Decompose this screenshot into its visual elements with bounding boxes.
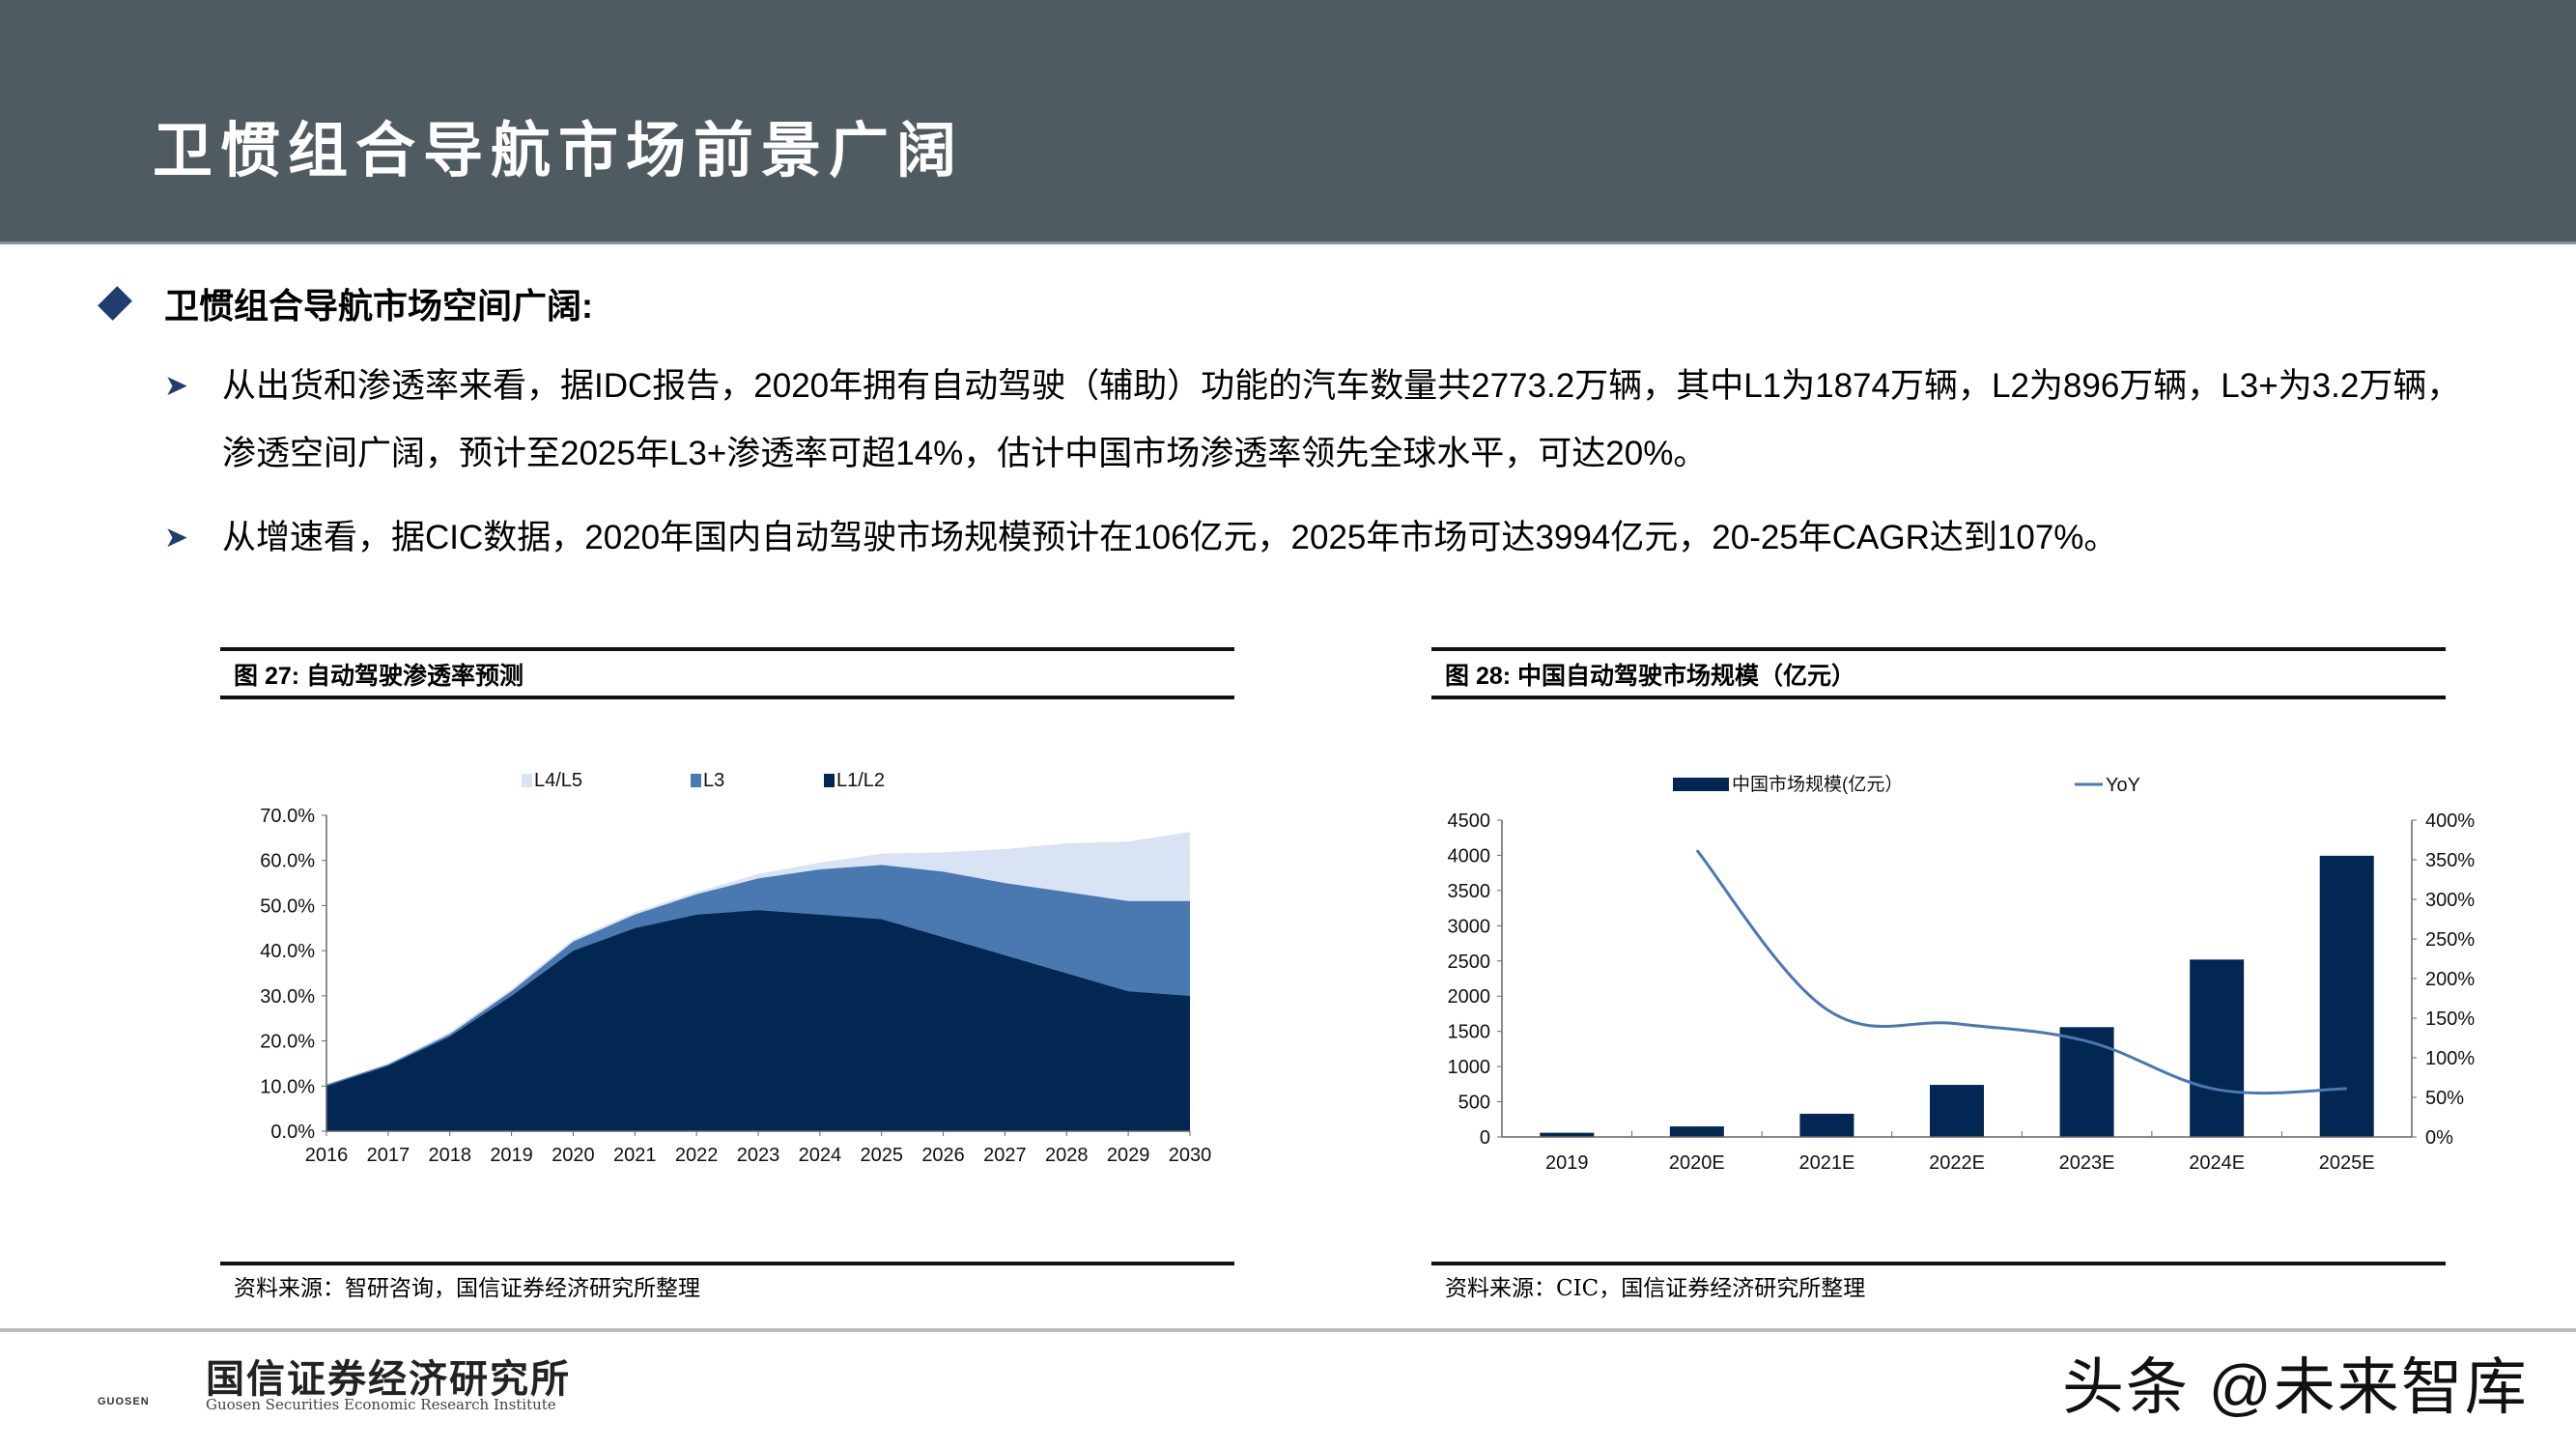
bar-2019 <box>1540 1132 1595 1137</box>
svg-text:0%: 0% <box>2425 1127 2453 1149</box>
svg-text:2018: 2018 <box>428 1145 471 1166</box>
bar-2024E <box>2190 959 2245 1137</box>
svg-text:10.0%: 10.0% <box>260 1076 315 1097</box>
svg-text:2025E: 2025E <box>2319 1152 2375 1174</box>
svg-text:60.0%: 60.0% <box>260 851 315 872</box>
guosen-logo: GUOSEN 国信证券经济研究所 Guosen Securities Econo… <box>92 1348 633 1425</box>
svg-text:3500: 3500 <box>1448 881 1491 902</box>
svg-text:0: 0 <box>1480 1127 1490 1149</box>
legend-item: L3 <box>691 770 724 791</box>
svg-text:2021: 2021 <box>613 1145 657 1166</box>
figure-28-source: 资料来源：CIC，国信证券经济研究所整理 <box>1431 1262 2446 1304</box>
svg-text:2029: 2029 <box>1107 1145 1150 1166</box>
area-l3 <box>326 865 1190 1087</box>
svg-text:2025: 2025 <box>860 1145 903 1166</box>
area-chart-svg: L4/L5 L3 L1/L2 0.0% 10.0% 20.0% 30.0% 40.0% 50.0… <box>260 770 1212 1166</box>
svg-text:4000: 4000 <box>1448 845 1491 867</box>
slide-header: 卫惯组合导航市场前景广阔 <box>0 0 2576 244</box>
svg-text:300%: 300% <box>2425 890 2475 911</box>
svg-text:2016: 2016 <box>305 1145 349 1166</box>
svg-text:2023E: 2023E <box>2059 1152 2115 1174</box>
penetration-area-chart: L4/L5 L3 L1/L2 0.0% 10.0% 20.0% 30.0% 40.0% 50.0… <box>220 753 1263 1179</box>
paragraph-text: 从增速看，据CIC数据，2020年国内自动驾驶市场规模预计在106亿元，2025… <box>222 519 2118 556</box>
logo-mark: GUOSEN <box>98 1396 150 1407</box>
svg-text:40.0%: 40.0% <box>260 941 315 962</box>
bar-2022E <box>1930 1085 1984 1137</box>
paragraph-1: ➤ 从出货和渗透率来看，据IDC报告，2020年拥有自动驾驶（辅助）功能的汽车数… <box>164 353 2463 488</box>
svg-text:70.0%: 70.0% <box>260 806 315 827</box>
figure-27-title-bar: 图 27: 自动驾驶渗透率预测 <box>220 647 1234 699</box>
area-l4-l5 <box>326 832 1190 1085</box>
section-heading: 卫惯组合导航市场空间广阔: <box>98 278 593 328</box>
paragraph-text: 从出货和渗透率来看，据IDC报告，2020年拥有自动驾驶（辅助）功能的汽车数量共… <box>222 367 2461 472</box>
figure-28-title: 图 28: 中国自动驾驶市场规模（亿元） <box>1445 663 1856 690</box>
arrow-bullet-icon: ➤ <box>164 370 189 402</box>
svg-text:2021E: 2021E <box>1799 1152 1855 1174</box>
svg-text:2027: 2027 <box>983 1145 1027 1166</box>
svg-text:500: 500 <box>1458 1093 1490 1114</box>
market-size-bar-line-chart: 中国市场规模(亿元） YoY 0 500 1000 1500 2000 2500 3000 350… <box>1420 753 2502 1179</box>
bar-2021E <box>1799 1113 1854 1137</box>
svg-text:150%: 150% <box>2425 1009 2475 1030</box>
svg-text:1000: 1000 <box>1448 1057 1491 1078</box>
legend-item-yoy: YoY <box>2075 775 2140 796</box>
figure-27-title: 图 27: 自动驾驶渗透率预测 <box>234 663 524 690</box>
svg-text:50%: 50% <box>2425 1088 2464 1109</box>
svg-text:2020E: 2020E <box>1669 1152 1725 1174</box>
svg-text:400%: 400% <box>2425 810 2475 832</box>
yoy-line <box>1695 849 2347 1095</box>
logo-chinese-name: 国信证券经济研究所 <box>206 1356 571 1402</box>
svg-text:2028: 2028 <box>1045 1145 1089 1166</box>
svg-text:2022E: 2022E <box>1929 1152 1985 1174</box>
figure-28-title-bar: 图 28: 中国自动驾驶市场规模（亿元） <box>1431 647 2446 699</box>
svg-text:2026: 2026 <box>921 1145 965 1166</box>
svg-text:50.0%: 50.0% <box>260 895 315 917</box>
svg-text:2024: 2024 <box>799 1145 842 1166</box>
svg-text:0.0%: 0.0% <box>270 1122 315 1143</box>
svg-text:2024E: 2024E <box>2189 1152 2245 1174</box>
svg-text:L4/L5: L4/L5 <box>534 770 582 791</box>
svg-text:YoY: YoY <box>2106 775 2140 796</box>
legend-item: L4/L5 <box>522 770 582 791</box>
svg-text:2023: 2023 <box>737 1145 780 1166</box>
bar-2020E <box>1669 1126 1724 1137</box>
svg-text:2020: 2020 <box>552 1145 595 1166</box>
svg-text:2500: 2500 <box>1448 952 1491 973</box>
svg-text:2022: 2022 <box>675 1145 719 1166</box>
slide-title: 卫惯组合导航市场前景广阔 <box>153 115 965 185</box>
svg-text:2019: 2019 <box>1545 1152 1589 1174</box>
svg-text:L3: L3 <box>703 770 724 791</box>
svg-text:2030: 2030 <box>1169 1145 1212 1166</box>
arrow-bullet-icon: ➤ <box>164 522 189 554</box>
svg-text:250%: 250% <box>2425 929 2475 951</box>
figure-27-source-text: 资料来源：智研咨询，国信证券经济研究所整理 <box>234 1276 700 1301</box>
svg-text:200%: 200% <box>2425 969 2475 990</box>
paragraph-2: ➤ 从增速看，据CIC数据，2020年国内自动驾驶市场规模预计在106亿元，20… <box>164 504 2463 572</box>
svg-text:中国市场规模(亿元）: 中国市场规模(亿元） <box>1732 774 1903 795</box>
svg-text:L1/L2: L1/L2 <box>836 770 885 791</box>
svg-text:4500: 4500 <box>1448 810 1491 832</box>
svg-text:2019: 2019 <box>490 1145 532 1166</box>
area-l1-l2 <box>326 910 1190 1131</box>
svg-text:2000: 2000 <box>1448 986 1491 1008</box>
watermark: 头条 @未来智库 <box>2062 1352 2529 1422</box>
svg-text:30.0%: 30.0% <box>260 986 315 1008</box>
logo-english-name: Guosen Securities Economic Research Inst… <box>206 1396 556 1413</box>
section-heading-text: 卫惯组合导航市场空间广阔: <box>164 286 593 326</box>
footer-divider <box>0 1328 2576 1332</box>
svg-text:2017: 2017 <box>367 1145 410 1166</box>
svg-text:20.0%: 20.0% <box>260 1032 315 1053</box>
svg-text:350%: 350% <box>2425 850 2475 871</box>
svg-text:3000: 3000 <box>1448 916 1491 937</box>
bar-2023E <box>2059 1027 2114 1137</box>
figure-27-source: 资料来源：智研咨询，国信证券经济研究所整理 <box>220 1262 1234 1304</box>
legend-item: L1/L2 <box>824 770 885 791</box>
figure-28-source-text: 资料来源：CIC，国信证券经济研究所整理 <box>1445 1276 1866 1301</box>
diamond-bullet-icon <box>98 286 132 321</box>
bar-line-chart-svg: 中国市场规模(亿元） YoY 0 500 1000 1500 2000 2500 3000 350… <box>1448 774 2476 1174</box>
svg-text:100%: 100% <box>2425 1048 2475 1069</box>
bar-2025E <box>2319 855 2374 1137</box>
svg-text:1500: 1500 <box>1448 1022 1491 1043</box>
legend-item-market-size: 中国市场规模(亿元） <box>1673 774 1903 795</box>
